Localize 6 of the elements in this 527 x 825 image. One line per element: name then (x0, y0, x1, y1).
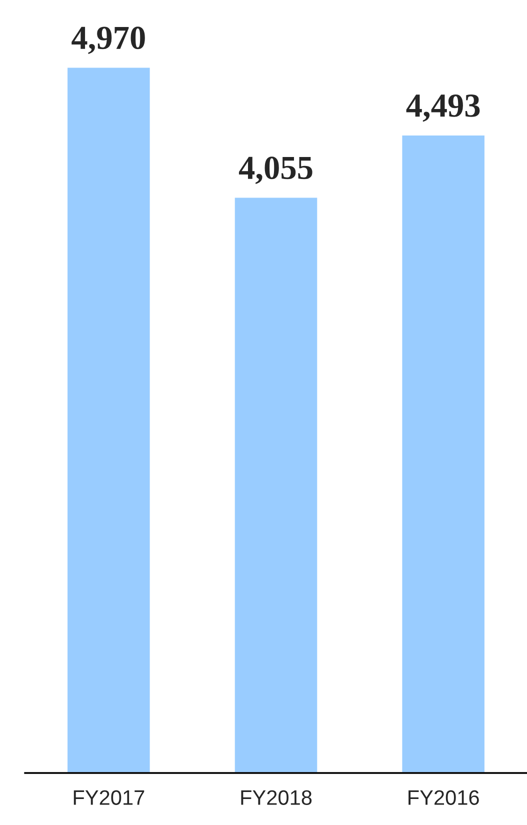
data-label: 4,055 (238, 156, 312, 184)
data-label: 4,970 (72, 26, 145, 54)
data-label: 4,493 (406, 94, 480, 122)
x-tick-label: FY2018 (241, 790, 312, 805)
x-tick-label: FY2017 (74, 790, 144, 805)
x-tick-label: FY2016 (408, 790, 479, 805)
